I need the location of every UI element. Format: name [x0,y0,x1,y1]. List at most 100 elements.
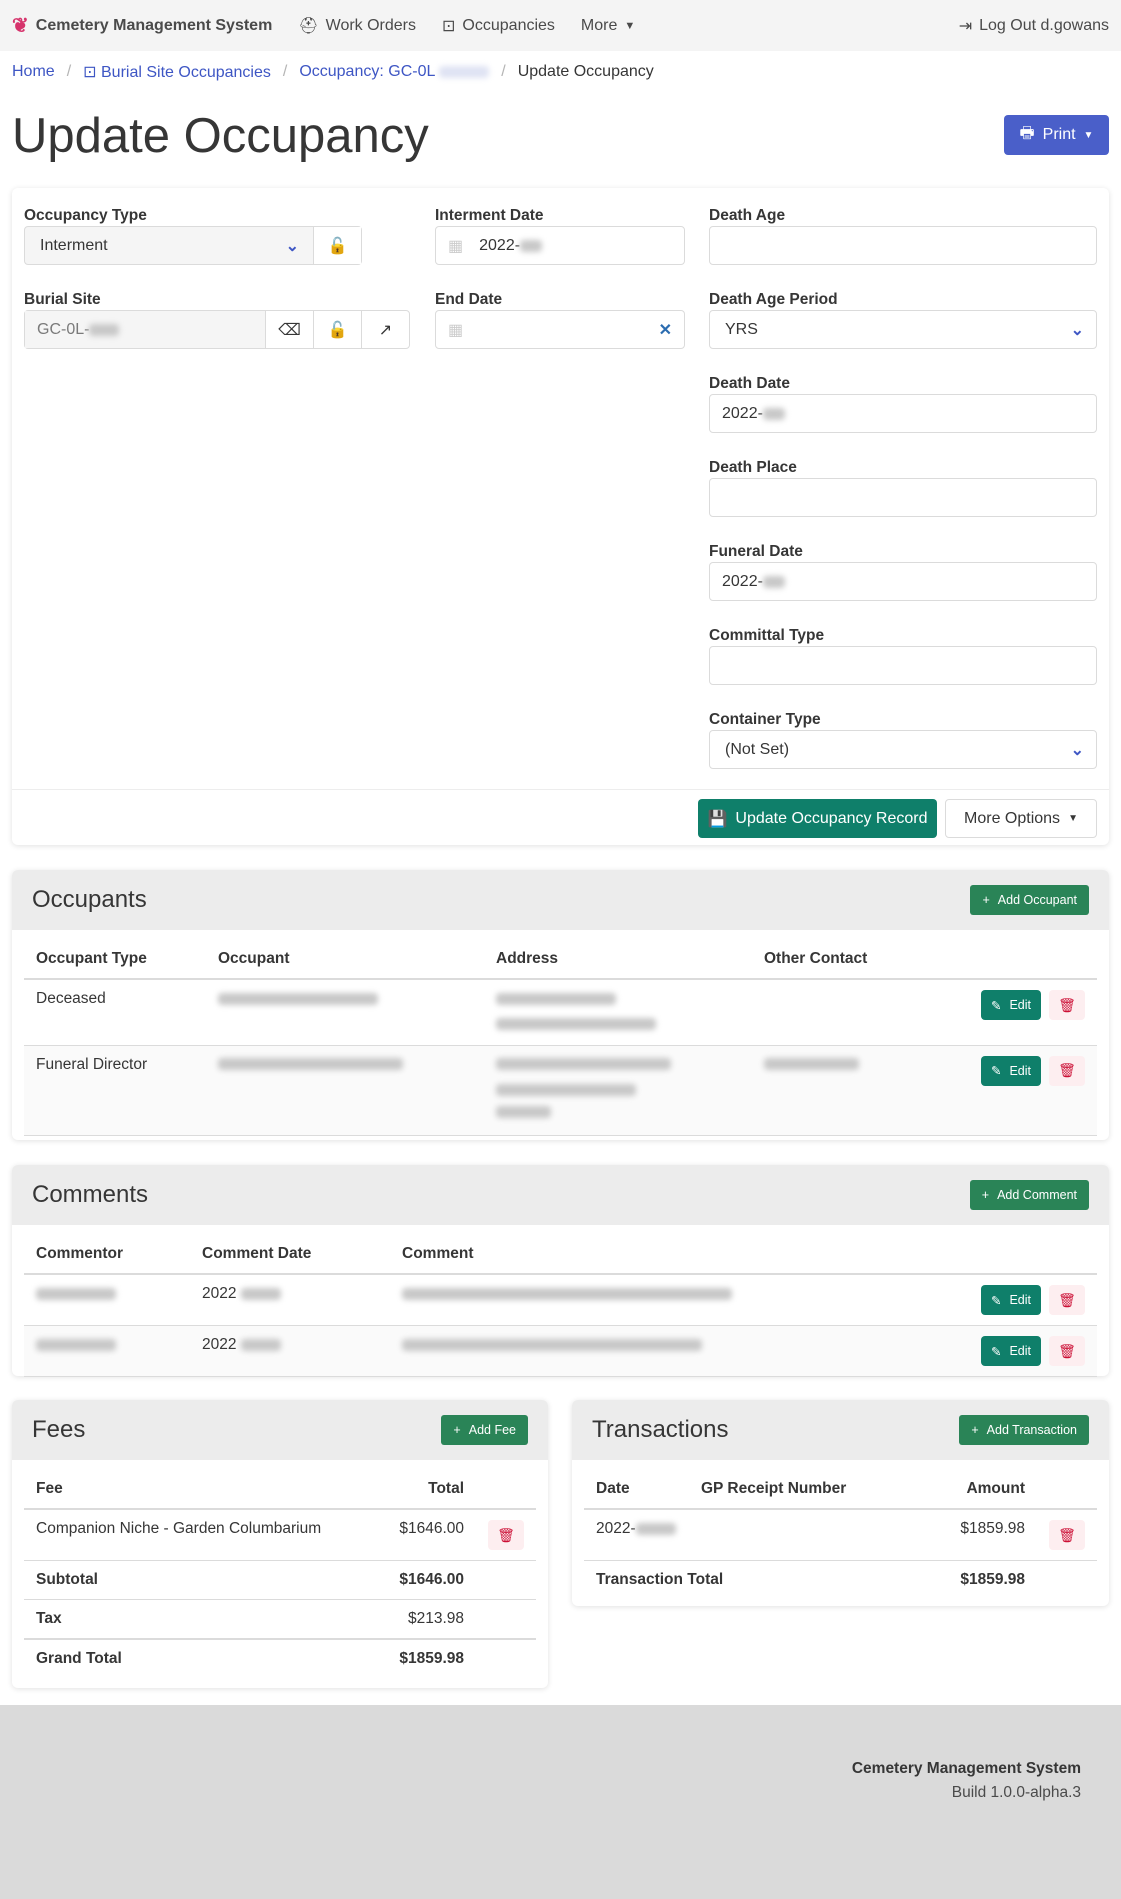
clear-icon[interactable]: ✕ [658,321,672,339]
table-row: 2022 ✎ Edit 🗑 [24,1274,1097,1326]
chevron-down-icon: ⌄ [1070,741,1084,759]
occupant-address [484,1045,752,1136]
column-header: Total [375,1470,476,1510]
column-header: Comment Date [190,1235,390,1275]
redacted [218,1058,403,1071]
label: Container Type [709,711,821,728]
occupancy-type-select[interactable]: Interment ⌄ 🔓 [24,226,362,265]
committal-type-input[interactable] [709,646,1097,685]
column-header: Other Contact [752,940,925,980]
delete-button[interactable]: 🗑 [1049,1055,1085,1086]
death-date-input[interactable]: 2022- [709,394,1097,433]
add-fee-button[interactable]: + Add Fee [441,1415,528,1445]
death-place-input[interactable] [709,478,1097,517]
other-contact [752,979,925,1046]
delete-button[interactable]: 🗑 [488,1520,524,1550]
delete-button[interactable]: 🗑 [1049,1336,1085,1366]
row-actions: ✎ Edit 🗑 [924,1045,1097,1136]
separator: / [501,63,506,80]
occupant-type: Deceased [24,979,206,1046]
nav-more[interactable]: More ▼ [581,17,635,35]
delete-button[interactable]: 🗑 [1049,1285,1085,1315]
button-label: Edit [1009,1344,1032,1358]
table-header: Date GP Receipt Number Amount [584,1470,1097,1510]
delete-button[interactable]: 🗑 [1049,1520,1085,1550]
plus-icon: + [982,893,990,907]
breadcrumb-current: Update Occupancy [517,63,654,80]
edit-button[interactable]: ✎ Edit [981,1285,1041,1315]
occupant-address [484,979,752,1046]
add-comment-button[interactable]: + Add Comment [969,1180,1089,1210]
label: Occupancy Type [24,207,147,224]
occupant-name [206,1045,484,1136]
footer-build: Build 1.0.0-alpha.3 [951,1784,1081,1801]
occupancy-icon: ⊡ [83,64,97,81]
select-value: Interment [40,236,108,254]
nav-label: Occupancies [462,16,555,34]
brand-link[interactable]: ❦ Cemetery Management System [12,13,272,38]
edit-button[interactable]: ✎ Edit [981,1336,1041,1366]
column-header: Fee [24,1470,376,1510]
button-label: Add Comment [997,1188,1077,1202]
fees-table-wrap: Fee Total Companion Niche - Garden Columb… [12,1460,548,1688]
spacer [1037,1561,1097,1600]
chevron-down-icon: ⌄ [1070,321,1084,339]
nav-occupancies[interactable]: ⊡ Occupancies [442,16,555,36]
more-options-button[interactable]: More Options ▼ [945,799,1097,838]
select-value: (Not Set) [725,740,790,758]
column-header: Commentor [24,1235,190,1275]
end-date-input[interactable]: ▦ ✕ [435,310,685,349]
separator: / [66,63,72,80]
value-text: GC-0L- [37,320,90,338]
unlock-icon[interactable]: 🔓 [313,311,361,348]
add-transaction-button[interactable]: + Add Transaction [959,1415,1089,1445]
breadcrumb-occupancies[interactable]: ⊡ Burial Site Occupancies [83,62,271,82]
table-header: Occupant Type Occupant Address Other Contac… [24,940,1097,980]
update-occupancy-button[interactable]: 💾 Update Occupancy Record [698,799,937,838]
top-navbar: ❦ Cemetery Management System ⛑ Work Orders… [0,0,1121,51]
logout-link[interactable]: ⇥ Log Out d.gowans [959,16,1109,36]
edit-button[interactable]: ✎ Edit [981,990,1041,1020]
occupancy-icon: ⊡ [442,17,456,35]
nav-work-orders[interactable]: ⛑ Work Orders [298,16,416,36]
table-row: Funeral Director ✎ Edit 🗑 [24,1045,1097,1136]
funeral-date-input[interactable]: 2022- [709,562,1097,601]
eraser-icon[interactable]: ⌫ [265,311,313,348]
print-button[interactable]: 🖶 Print ▼ [1004,115,1109,155]
unlock-icon[interactable]: 🔓 [313,227,361,264]
breadcrumb-home[interactable]: Home [12,63,55,80]
commentor [24,1274,190,1326]
plus-icon: + [981,1188,990,1202]
interment-date-input[interactable]: ▦ 2022- [435,226,685,265]
redacted [36,1287,116,1300]
redacted [762,575,785,588]
row-actions: 🗑 [1037,1509,1097,1561]
death-age-period-select[interactable]: YRS ⌄ [709,310,1097,349]
breadcrumb-occupancy[interactable]: Occupancy: GC-0L [299,63,490,81]
delete-button[interactable]: 🗑 [1049,990,1085,1020]
plus-icon: + [453,1423,461,1437]
section-title: Fees [32,1416,86,1443]
button-label: Add Fee [468,1423,516,1437]
add-occupant-button[interactable]: + Add Occupant [970,885,1089,915]
redacted [89,323,120,336]
trash-icon: 🗑 [1058,1062,1076,1078]
subtotal-label: Subtotal [24,1560,376,1600]
fees-table: Fee Total Companion Niche - Garden Columb… [24,1470,536,1678]
external-link-icon[interactable]: ↗ [361,311,409,348]
edit-button[interactable]: ✎ Edit [981,1055,1041,1086]
select-value: YRS [725,320,758,338]
container-type-select[interactable]: (Not Set) ⌄ [709,730,1097,769]
crumb-text: Occupancy: GC-0L [299,63,435,80]
section-title: Transactions [592,1416,729,1443]
trash-icon: 🗑 [1058,996,1076,1013]
death-age-input[interactable] [709,226,1097,265]
table-row: 2022 ✎ Edit 🗑 [24,1325,1097,1377]
burial-site-field[interactable]: GC-0L- ⌫ 🔓 ↗ [24,310,410,349]
page-footer: Cemetery Management System Build 1.0.0-a… [0,1705,1121,1899]
tulip-logo-icon: ❦ [12,15,29,37]
occupancy-form-card: Occupancy Type Interment ⌄ 🔓 Burial Site … [12,188,1109,845]
date-text: 2022- [596,1520,636,1537]
pencil-icon: ✎ [990,1064,1002,1078]
button-label: More Options [964,809,1061,827]
